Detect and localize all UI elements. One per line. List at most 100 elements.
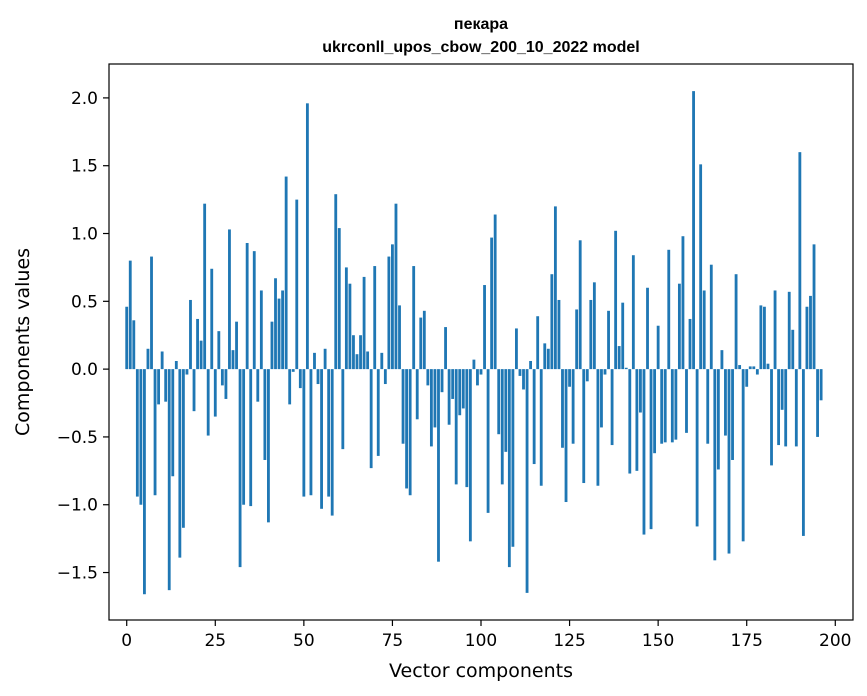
bar-31	[235, 321, 238, 370]
bar-16	[181, 369, 185, 528]
bar-161	[695, 369, 699, 527]
bar-0	[125, 306, 129, 370]
bar-36	[252, 251, 256, 370]
y-tick-label-6: 1.5	[71, 157, 98, 177]
bar-121	[553, 206, 557, 370]
y-tick-label-5: 1.0	[71, 225, 98, 245]
bar-41	[270, 321, 274, 370]
bar-182	[770, 369, 773, 466]
bar-137	[610, 369, 614, 446]
x-tick-label-2: 50	[293, 631, 315, 651]
bar-184	[777, 369, 781, 446]
bar-86	[429, 369, 433, 447]
bar-147	[646, 287, 649, 370]
bar-111	[518, 369, 522, 376]
bar-68	[366, 351, 370, 370]
bar-90	[444, 327, 447, 370]
bar-10	[160, 351, 164, 370]
bar-52	[309, 369, 313, 496]
bar-48	[295, 199, 299, 370]
bar-142	[628, 369, 632, 474]
bar-122	[557, 299, 561, 370]
bar-163	[702, 290, 706, 370]
bar-34	[245, 243, 249, 370]
bar-64	[352, 335, 355, 370]
bar-33	[242, 369, 246, 505]
bar-100	[479, 369, 483, 375]
y-axis: −1.5 −1.0 −0.5 0.0 0.5 1.0 1.5 2.0	[57, 89, 109, 584]
chart-title-line2: ukrconll_upos_cbow_200_10_2022 model	[322, 39, 639, 56]
bar-12	[167, 369, 171, 591]
bar-59	[334, 194, 338, 370]
bar-82	[415, 369, 419, 420]
bar-162	[699, 164, 703, 370]
bar-56	[323, 348, 327, 370]
bar-119	[546, 348, 550, 370]
bar-195	[816, 369, 819, 437]
bar-84	[422, 310, 426, 370]
bar-25	[213, 369, 217, 417]
bar-93	[454, 369, 458, 485]
bar-194	[812, 244, 816, 370]
bar-81	[412, 266, 416, 370]
bar-183	[773, 290, 777, 370]
bar-87	[433, 369, 437, 428]
bar-186	[784, 369, 788, 447]
bar-53	[313, 352, 316, 370]
bar-2	[132, 320, 136, 370]
bar-175	[745, 369, 749, 387]
bar-67	[362, 276, 366, 370]
bar-39	[263, 369, 267, 460]
bar-89	[440, 369, 444, 393]
bar-92	[451, 369, 455, 399]
x-tick-label-1: 25	[204, 631, 226, 651]
bar-188	[791, 329, 795, 370]
bar-18	[189, 299, 192, 370]
bar-42	[274, 278, 277, 370]
bar-146	[642, 369, 646, 535]
bar-101	[483, 285, 486, 370]
bar-21	[199, 340, 203, 370]
bar-98	[472, 359, 476, 370]
bar-110	[515, 328, 518, 370]
y-tick-label-0: −1.5	[57, 564, 98, 584]
y-tick-label-7: 2.0	[71, 89, 98, 109]
bar-196	[819, 369, 823, 401]
bar-112	[522, 369, 525, 390]
plot-frame	[108, 63, 854, 621]
bar-74	[387, 256, 391, 370]
bar-30	[231, 350, 235, 370]
bar-57	[327, 369, 331, 497]
bar-160	[692, 91, 695, 370]
bar-148	[649, 369, 653, 530]
bar-190	[798, 152, 802, 370]
bar-94	[458, 369, 462, 416]
bar-3	[135, 369, 139, 497]
bar-131	[589, 299, 593, 370]
bar-37	[256, 369, 260, 402]
bar-8	[153, 369, 157, 496]
bar-60	[337, 228, 341, 370]
bar-75	[391, 244, 394, 370]
y-tick-label-2: −0.5	[57, 428, 98, 448]
bar-61	[341, 369, 345, 450]
bar-171	[731, 369, 734, 460]
bar-133	[596, 369, 600, 486]
y-tick-label-4: 0.5	[71, 292, 98, 312]
x-tick-label-6: 150	[642, 631, 674, 651]
bar-176	[748, 366, 752, 370]
bar-126	[571, 369, 575, 444]
bar-192	[805, 306, 809, 370]
bar-27	[220, 369, 224, 386]
bar-144	[635, 369, 639, 471]
bar-95	[461, 369, 465, 409]
bar-32	[238, 369, 242, 568]
x-tick-label-0: 0	[121, 631, 132, 651]
bar-91	[447, 369, 451, 425]
bar-113	[525, 369, 529, 593]
bar-185	[780, 369, 784, 410]
bars-group	[125, 91, 823, 595]
bar-145	[639, 369, 642, 413]
bar-165	[709, 264, 713, 370]
